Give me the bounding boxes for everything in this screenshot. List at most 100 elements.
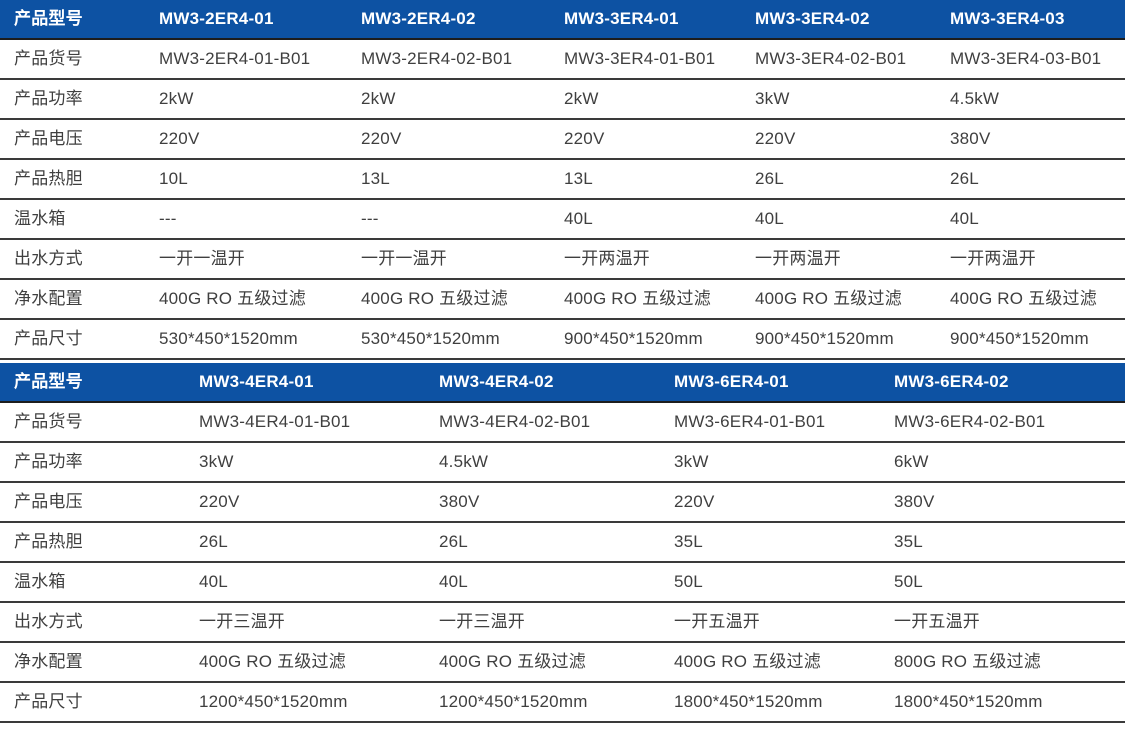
spec-value-cell: 4.5kW [425, 442, 660, 483]
spec-value-cell: 一开一温开 [347, 239, 550, 280]
spec-row-label: 净水配置 [0, 279, 145, 320]
spec-value-cell: 1200*450*1520mm [425, 682, 660, 723]
spec-row-label: 净水配置 [0, 642, 185, 683]
spec-value-cell: 一开三温开 [185, 602, 425, 643]
spec-value-cell: 一开两温开 [741, 239, 936, 280]
spec-value-cell: 10L [145, 159, 347, 200]
spec-value-cell: 一开五温开 [880, 602, 1125, 643]
spec-value-cell: 40L [185, 562, 425, 603]
spec-value-cell: 一开五温开 [660, 602, 880, 643]
table-row: 产品热胆 10L 13L 13L 26L 26L [0, 159, 1125, 200]
table-row: 净水配置 400G RO 五级过滤 400G RO 五级过滤 400G RO 五级过滤… [0, 642, 1125, 683]
spec-row-label: 出水方式 [0, 602, 185, 643]
spec-value-cell: 26L [425, 522, 660, 563]
spec-value-cell: 1200*450*1520mm [185, 682, 425, 723]
table-row: 净水配置 400G RO 五级过滤 400G RO 五级过滤 400G RO 五级过滤… [0, 279, 1125, 320]
spec-row-label: 产品功率 [0, 442, 185, 483]
spec-value-cell: MW3-3ER4-02-B01 [741, 39, 936, 80]
model-header-cell: MW3-3ER4-01 [550, 0, 741, 40]
spec-value-cell: MW3-6ER4-01-B01 [660, 402, 880, 443]
spec-value-cell: 400G RO 五级过滤 [347, 279, 550, 320]
spec-value-cell: 6kW [880, 442, 1125, 483]
model-header-cell: MW3-4ER4-01 [185, 363, 425, 403]
spec-row-label: 温水箱 [0, 562, 185, 603]
spec-value-cell: MW3-2ER4-02-B01 [347, 39, 550, 80]
spec-header-label: 产品型号 [0, 0, 145, 40]
spec-value-cell: 400G RO 五级过滤 [145, 279, 347, 320]
table-row: 产品功率 2kW 2kW 2kW 3kW 4.5kW [0, 79, 1125, 120]
spec-row-label: 出水方式 [0, 239, 145, 280]
table-row: 产品电压 220V 220V 220V 220V 380V [0, 119, 1125, 160]
spec-value-cell: 900*450*1520mm [936, 319, 1125, 360]
spec-value-cell: 40L [425, 562, 660, 603]
model-header-cell: MW3-2ER4-02 [347, 0, 550, 40]
spec-value-cell: 220V [347, 119, 550, 160]
table-row: 产品热胆 26L 26L 35L 35L [0, 522, 1125, 563]
spec-value-cell: 50L [880, 562, 1125, 603]
spec-value-cell: 3kW [741, 79, 936, 120]
spec-value-cell: MW3-3ER4-01-B01 [550, 39, 741, 80]
spec-value-cell: 26L [185, 522, 425, 563]
model-header-cell: MW3-4ER4-02 [425, 363, 660, 403]
spec-value-cell: 800G RO 五级过滤 [880, 642, 1125, 683]
spec-value-cell: 40L [550, 199, 741, 240]
spec-row-label: 产品电压 [0, 119, 145, 160]
spec-value-cell: 380V [425, 482, 660, 523]
spec-value-cell: 35L [880, 522, 1125, 563]
table-row: 温水箱 --- --- 40L 40L 40L [0, 199, 1125, 240]
spec-row-label: 产品货号 [0, 402, 185, 443]
spec-value-cell: 50L [660, 562, 880, 603]
model-header-cell: MW3-6ER4-01 [660, 363, 880, 403]
table-row: 出水方式 一开三温开 一开三温开 一开五温开 一开五温开 [0, 602, 1125, 643]
model-header-row: 产品型号 MW3-2ER4-01 MW3-2ER4-02 MW3-3ER4-01 MW3… [0, 0, 1125, 40]
spec-table-2: 产品型号 MW3-4ER4-01 MW3-4ER4-02 MW3-6ER4-01 MW3… [0, 363, 1125, 723]
model-header-cell: MW3-3ER4-02 [741, 0, 936, 40]
spec-row-label: 产品尺寸 [0, 682, 185, 723]
spec-value-cell: 400G RO 五级过滤 [425, 642, 660, 683]
spec-row-label: 产品尺寸 [0, 319, 145, 360]
spec-value-cell: 1800*450*1520mm [660, 682, 880, 723]
table-row: 产品电压 220V 380V 220V 380V [0, 482, 1125, 523]
spec-value-cell: MW3-6ER4-02-B01 [880, 402, 1125, 443]
model-header-row: 产品型号 MW3-4ER4-01 MW3-4ER4-02 MW3-6ER4-01 MW3… [0, 363, 1125, 403]
spec-value-cell: 2kW [550, 79, 741, 120]
spec-value-cell: 2kW [145, 79, 347, 120]
spec-value-cell: 一开一温开 [145, 239, 347, 280]
spec-value-cell: 530*450*1520mm [145, 319, 347, 360]
spec-row-label: 温水箱 [0, 199, 145, 240]
spec-value-cell: 3kW [660, 442, 880, 483]
spec-value-cell: 900*450*1520mm [550, 319, 741, 360]
spec-value-cell: 一开两温开 [936, 239, 1125, 280]
spec-value-cell: MW3-2ER4-01-B01 [145, 39, 347, 80]
spec-value-cell: 40L [936, 199, 1125, 240]
spec-value-cell: 400G RO 五级过滤 [550, 279, 741, 320]
spec-value-cell: MW3-3ER4-03-B01 [936, 39, 1125, 80]
spec-value-cell: 13L [347, 159, 550, 200]
spec-value-cell: 380V [936, 119, 1125, 160]
model-header-cell: MW3-3ER4-03 [936, 0, 1125, 40]
spec-value-cell: 400G RO 五级过滤 [660, 642, 880, 683]
spec-value-cell: 13L [550, 159, 741, 200]
spec-row-label: 产品电压 [0, 482, 185, 523]
spec-value-cell: 26L [936, 159, 1125, 200]
spec-value-cell: 4.5kW [936, 79, 1125, 120]
spec-value-cell: 26L [741, 159, 936, 200]
spec-value-cell: 40L [741, 199, 936, 240]
model-header-cell: MW3-6ER4-02 [880, 363, 1125, 403]
table-row: 产品货号 MW3-4ER4-01-B01 MW3-4ER4-02-B01 MW3-6E… [0, 402, 1125, 443]
spec-value-cell: --- [145, 199, 347, 240]
spec-value-cell: 400G RO 五级过滤 [741, 279, 936, 320]
table-row: 温水箱 40L 40L 50L 50L [0, 562, 1125, 603]
spec-row-label: 产品货号 [0, 39, 145, 80]
model-header-cell: MW3-2ER4-01 [145, 0, 347, 40]
spec-value-cell: 220V [660, 482, 880, 523]
spec-value-cell: 220V [741, 119, 936, 160]
spec-value-cell: MW3-4ER4-02-B01 [425, 402, 660, 443]
spec-value-cell: --- [347, 199, 550, 240]
spec-row-label: 产品热胆 [0, 159, 145, 200]
table-row: 产品尺寸 1200*450*1520mm 1200*450*1520mm 1800*4… [0, 682, 1125, 723]
spec-table-1: 产品型号 MW3-2ER4-01 MW3-2ER4-02 MW3-3ER4-01 MW3… [0, 0, 1125, 360]
spec-value-cell: 2kW [347, 79, 550, 120]
